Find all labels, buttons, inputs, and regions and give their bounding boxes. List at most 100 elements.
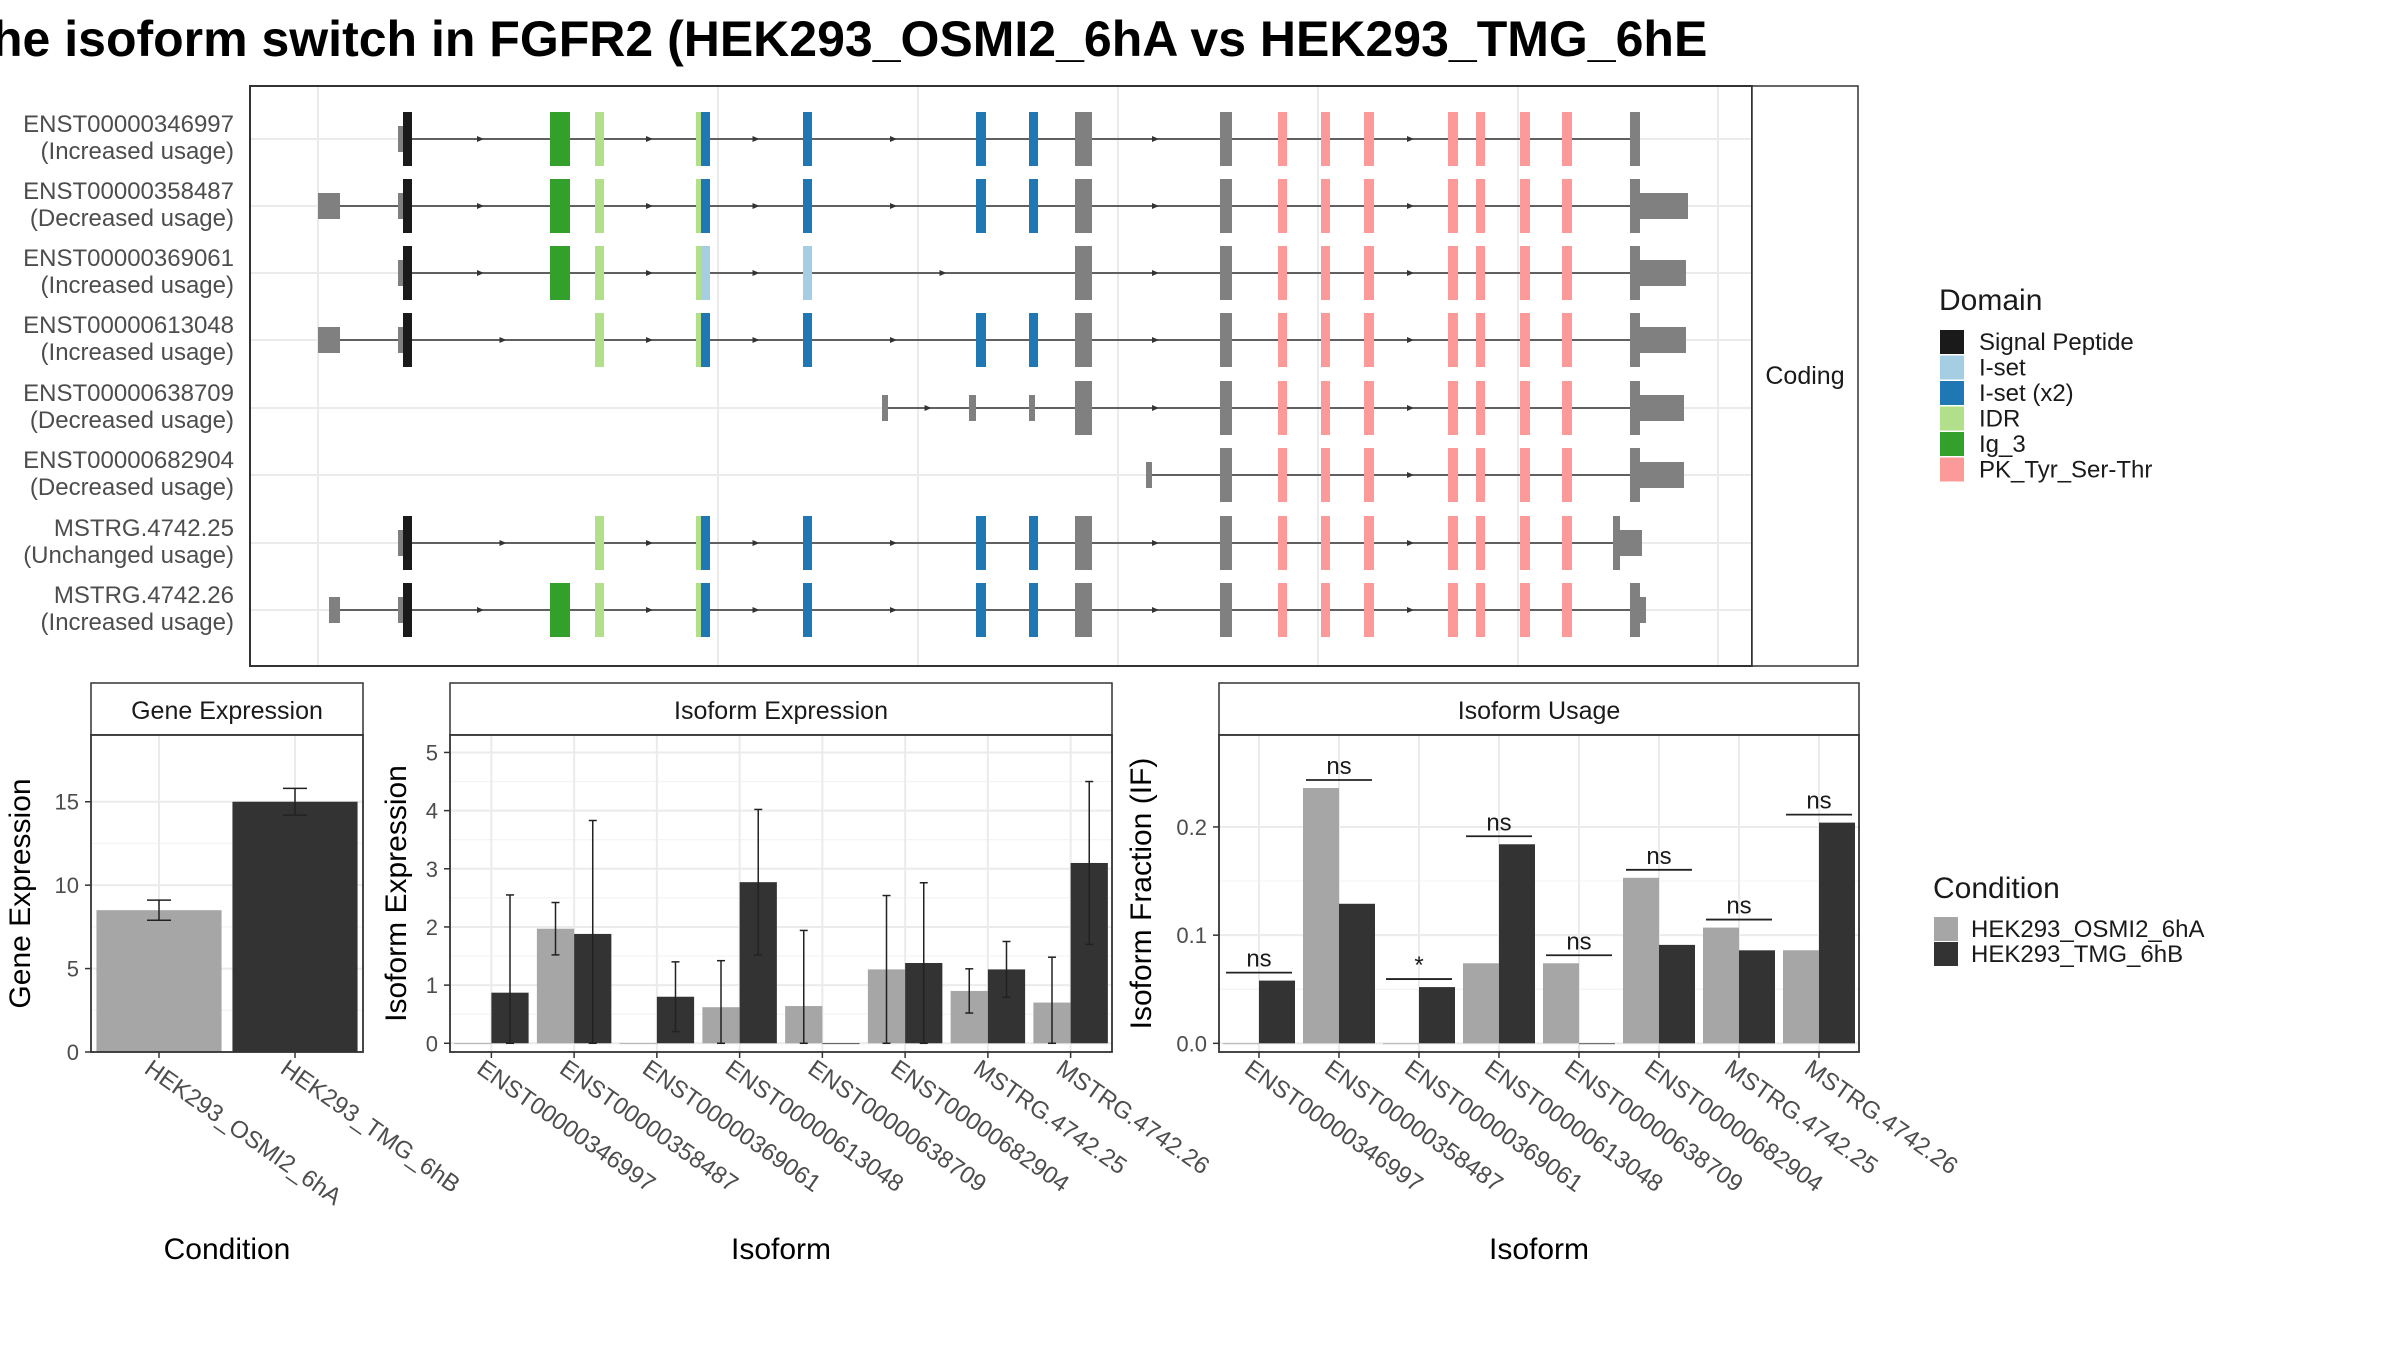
y-tick-label: 4 — [426, 799, 438, 824]
significance-label: ns — [1326, 753, 1351, 780]
isoform-expression-chart: Isoform Expression012345ENST00000346997E… — [380, 682, 1214, 1266]
coding-exon — [1476, 112, 1485, 166]
coding-exon — [1630, 246, 1640, 300]
coding-exon — [1520, 381, 1530, 435]
coding-exon — [1278, 246, 1287, 300]
coding-exon — [595, 179, 604, 233]
coding-exon — [550, 112, 570, 166]
coding-exon — [1448, 246, 1458, 300]
coding-exon — [1220, 179, 1232, 233]
coding-exon — [403, 112, 412, 166]
direction-arrow — [1152, 270, 1159, 276]
direction-arrow — [890, 607, 897, 613]
coding-exon — [1476, 246, 1485, 300]
coding-exon — [1448, 313, 1458, 367]
domain-legend-title: Domain — [1939, 284, 2042, 317]
condition-legend-swatch — [1934, 917, 1958, 941]
bar — [1303, 788, 1339, 1044]
y-tick-label: 0 — [67, 1040, 79, 1065]
direction-arrow — [646, 607, 653, 613]
domain-legend-swatch — [1940, 432, 1964, 456]
coding-exon — [1029, 112, 1038, 166]
direction-arrow — [752, 540, 760, 546]
significance-label: ns — [1246, 946, 1271, 973]
bar — [454, 1043, 492, 1045]
isoform-usage-label: (Unchanged usage) — [23, 542, 234, 569]
isoform-usage-label: (Decreased usage) — [30, 474, 234, 501]
coding-exon — [403, 246, 412, 300]
coding-exon — [595, 313, 604, 367]
y-axis-title: Gene Expression — [4, 778, 37, 1008]
direction-arrow — [939, 270, 947, 276]
utr-exon — [969, 395, 976, 421]
isoform-id-label: ENST00000638709 — [23, 380, 234, 407]
coding-exon — [403, 179, 412, 233]
isoform-usage-label: (Increased usage) — [41, 339, 234, 366]
bar — [1703, 927, 1739, 1044]
chart-title: Isoform Usage — [1458, 697, 1621, 725]
utr-exon — [1640, 193, 1688, 219]
direction-arrow — [890, 203, 897, 209]
direction-arrow — [1152, 405, 1159, 411]
utr-exon — [1640, 395, 1684, 421]
coding-exon — [803, 246, 812, 300]
direction-arrow — [1407, 270, 1414, 276]
chart-title: Gene Expression — [131, 697, 323, 725]
direction-arrow — [752, 607, 760, 613]
coding-exon — [1476, 516, 1485, 570]
coding-exon — [1075, 583, 1092, 637]
coding-exon — [1448, 448, 1458, 502]
significance-label: * — [1414, 952, 1423, 979]
bar — [1543, 963, 1579, 1044]
isoform-usage-label: (Increased usage) — [41, 272, 234, 299]
coding-exon — [1278, 179, 1287, 233]
coding-exon — [1278, 583, 1287, 637]
y-tick-label: 0.1 — [1176, 923, 1207, 948]
coding-exon — [1321, 179, 1330, 233]
coding-exon — [1321, 381, 1330, 435]
coding-exon — [696, 112, 701, 166]
coding-exon — [1321, 313, 1330, 367]
isoform-usage-label: (Decreased usage) — [30, 407, 234, 434]
bar — [1419, 987, 1455, 1044]
domain-legend-label: Signal Peptide — [1979, 329, 2134, 356]
coding-exon — [803, 112, 812, 166]
utr-exon — [1640, 327, 1686, 353]
coding-exon — [976, 313, 986, 367]
direction-arrow — [1152, 136, 1159, 142]
coding-exon — [595, 516, 604, 570]
y-axis-title: Isoform Expression — [380, 765, 413, 1022]
coding-exon — [1562, 313, 1572, 367]
coding-exon — [1278, 381, 1287, 435]
direction-arrow — [646, 540, 653, 546]
domain-legend-swatch — [1940, 355, 1964, 380]
isoform-id-label: ENST00000682904 — [23, 447, 234, 474]
coding-exon — [595, 246, 604, 300]
significance-label: ns — [1806, 788, 1831, 815]
utr-exon — [1640, 462, 1684, 488]
coding-exon — [1278, 516, 1287, 570]
coding-exon — [1520, 313, 1530, 367]
coding-exon — [976, 179, 986, 233]
coding-exon — [1520, 179, 1530, 233]
coding-exon — [976, 516, 986, 570]
coding-exon — [803, 583, 812, 637]
utr-exon — [398, 126, 403, 152]
isoform-usage-label: (Increased usage) — [41, 609, 234, 636]
coding-exon — [1520, 583, 1530, 637]
coding-exon — [1476, 179, 1485, 233]
y-tick-label: 1 — [426, 973, 438, 998]
direction-arrow — [1407, 607, 1414, 613]
x-axis-title: Isoform — [731, 1233, 831, 1266]
x-tick-label: MSTRG.4742.26 — [1051, 1055, 1214, 1180]
coding-exon — [1476, 448, 1485, 502]
bar — [619, 1043, 657, 1045]
coding-exon — [701, 179, 710, 233]
gene-expression-chart: Gene Expression051015HEK293_OSMI2_6hAHEK… — [4, 682, 465, 1266]
coding-exon — [696, 583, 701, 637]
coding-exon — [1364, 516, 1374, 570]
significance-label: ns — [1646, 843, 1671, 870]
direction-arrow — [1152, 337, 1159, 343]
